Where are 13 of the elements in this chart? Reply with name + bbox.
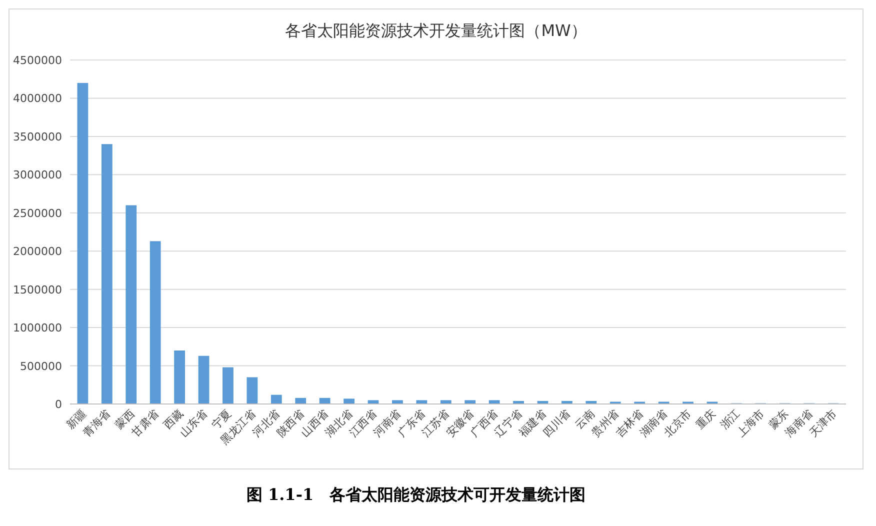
y-tick-label: 3500000	[13, 130, 62, 144]
y-tick-label: 1500000	[13, 283, 62, 296]
y-tick-label: 2000000	[13, 245, 62, 258]
caption: 图 1.1-1 各省太阳能资源技术可开发量统计图	[246, 485, 586, 504]
y-tick-label: 500000	[20, 360, 62, 373]
y-tick-label: 0	[55, 398, 62, 411]
chart-title: 各省太阳能资源技术开发量统计图（MW）	[285, 21, 587, 40]
y-tick-label: 3000000	[13, 168, 62, 182]
y-tick-label: 2500000	[13, 206, 62, 220]
y-tick-label: 4500000	[13, 54, 62, 67]
y-tick-label: 1000000	[13, 322, 62, 335]
x-tick-label: 重庆	[694, 406, 718, 432]
y-tick-label: 4000000	[13, 92, 62, 106]
